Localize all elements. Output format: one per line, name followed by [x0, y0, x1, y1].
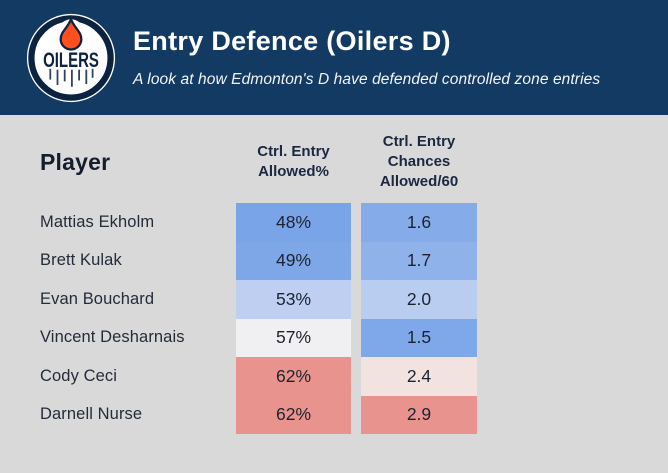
table-header-row: Player Ctrl. Entry Allowed% Ctrl. Entry …	[0, 115, 668, 203]
entry-allowed-cell: 53%	[236, 280, 351, 319]
ctrl-entry-chances-header: Ctrl. Entry Chances Allowed/60	[379, 133, 459, 190]
entry-allowed-cell: 62%	[236, 357, 351, 396]
entry-allowed-cell: 48%	[236, 203, 351, 242]
table-row: Vincent Desharnais 57% 1.5	[0, 318, 668, 358]
logo-oilers-text: OILERS	[43, 47, 99, 72]
player-name: Vincent Desharnais	[40, 328, 185, 347]
table-row: Cody Ceci 62% 2.4	[0, 357, 668, 396]
chances-cell: 1.6	[361, 203, 477, 242]
page-title: Entry Defence (Oilers D)	[133, 26, 451, 57]
player-name: Darnell Nurse	[40, 405, 143, 424]
chances-cell: 2.0	[361, 280, 477, 319]
entry-allowed-cell: 57%	[236, 318, 351, 357]
table-row: Darnell Nurse 62% 2.9	[0, 395, 668, 435]
chances-cell: 2.4	[361, 357, 477, 396]
column-gap	[351, 319, 361, 358]
player-name: Mattias Ekholm	[40, 212, 155, 231]
player-name: Cody Ceci	[40, 366, 118, 385]
column-gap	[351, 280, 361, 319]
column-gap	[351, 396, 361, 435]
entry-allowed-cell: 62%	[236, 395, 351, 434]
ctrl-entry-allowed-header: Ctrl. Entry Allowed%	[257, 143, 330, 180]
logo-drips	[49, 68, 94, 87]
player-name: Brett Kulak	[40, 251, 122, 270]
player-name: Evan Bouchard	[40, 289, 155, 308]
table-row: Brett Kulak 49% 1.7	[0, 241, 668, 281]
column-gap	[351, 357, 361, 396]
entry-allowed-cell: 49%	[236, 241, 351, 280]
oil-drop-icon	[59, 15, 83, 50]
chances-cell: 2.9	[361, 395, 477, 434]
column-gap	[351, 242, 361, 281]
column-gap	[351, 203, 361, 242]
oilers-logo: OILERS	[26, 13, 116, 102]
chances-cell: 1.7	[361, 241, 477, 280]
header-text-block: Entry Defence (Oilers D) A look at how E…	[133, 26, 600, 88]
table-body: Player Ctrl. Entry Allowed% Ctrl. Entry …	[0, 115, 668, 473]
table-row: Evan Bouchard 53% 2.0	[0, 280, 668, 319]
player-column-header: Player	[40, 148, 111, 175]
chances-cell: 1.5	[361, 318, 477, 357]
table-row: Mattias Ekholm 48% 1.6	[0, 203, 668, 242]
header-band: OILERS Entry Defence (Oilers D) A look a…	[0, 0, 668, 115]
page-subtitle: A look at how Edmonton's D have defended…	[133, 70, 601, 88]
